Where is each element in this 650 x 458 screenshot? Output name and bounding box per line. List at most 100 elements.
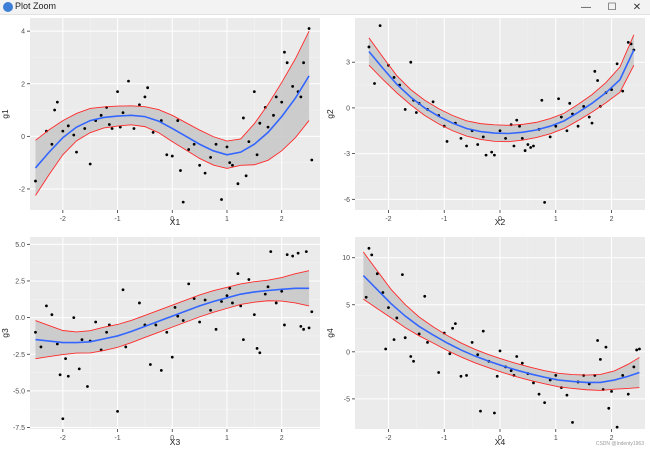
data-point (214, 142, 218, 146)
data-point (431, 100, 435, 104)
data-point (576, 124, 580, 128)
data-point (132, 127, 136, 130)
data-point (236, 272, 240, 276)
data-point (283, 323, 286, 327)
data-point (77, 367, 81, 371)
y-tick-label: 0 (346, 349, 350, 356)
data-point (192, 297, 196, 300)
data-point (192, 142, 196, 146)
data-point (72, 316, 76, 320)
confidence-ribbon (363, 252, 640, 391)
data-point (50, 142, 54, 146)
y-tick-label: 0 (346, 105, 350, 112)
data-point (247, 278, 251, 281)
x-tick-label: 2 (280, 435, 284, 442)
data-point (61, 417, 65, 421)
data-point (384, 347, 388, 351)
upper-bound-line (35, 30, 310, 142)
lower-bound-line (35, 120, 310, 196)
data-point (367, 246, 371, 250)
x-tick-label: -2 (385, 216, 391, 223)
data-point (239, 304, 243, 308)
close-button[interactable]: ✕ (632, 1, 642, 13)
data-point (231, 301, 234, 305)
data-point (437, 371, 441, 374)
data-point (515, 355, 519, 358)
data-point (220, 300, 223, 303)
data-point (543, 200, 547, 204)
lower-bound-line (368, 64, 635, 143)
data-point (39, 345, 43, 349)
y-tick-label: 0 (21, 134, 25, 141)
data-point (176, 119, 180, 122)
data-point (187, 282, 191, 286)
data-point (598, 357, 602, 361)
data-point (173, 305, 177, 309)
x-tick-label: -1 (114, 435, 120, 442)
data-point (481, 135, 485, 139)
y-tick-label: -2 (19, 186, 25, 193)
data-point (241, 116, 245, 120)
data-point (66, 124, 70, 128)
data-point (414, 111, 418, 114)
data-point (179, 169, 182, 172)
data-point (635, 348, 639, 352)
data-point (165, 153, 169, 157)
data-point (607, 406, 611, 410)
x-axis-label: X2 (495, 217, 506, 227)
data-point (255, 153, 259, 157)
r-logo-icon (3, 2, 13, 12)
data-point (621, 89, 625, 93)
data-point (99, 113, 103, 117)
x-tick-label: 1 (554, 216, 558, 223)
data-point (520, 136, 524, 140)
data-point (465, 373, 468, 377)
y-tick-label: -5.0 (13, 388, 25, 395)
data-point (364, 295, 368, 299)
data-point (548, 378, 552, 382)
data-point (45, 304, 48, 308)
data-point (105, 330, 109, 334)
data-point (302, 327, 305, 331)
data-point (258, 121, 262, 125)
upper-bound-line (368, 34, 635, 126)
maximize-button[interactable]: ☐ (607, 1, 617, 13)
y-tick-label: 4 (21, 29, 25, 36)
minimize-button[interactable]: — (581, 1, 591, 13)
data-point (378, 24, 382, 28)
data-point (548, 135, 552, 139)
data-point (615, 425, 619, 429)
data-point (34, 179, 37, 183)
data-point (220, 198, 223, 201)
data-point (225, 294, 229, 298)
upper-bound-line (35, 270, 310, 333)
data-point (448, 352, 452, 356)
data-point (557, 97, 560, 101)
data-point (512, 144, 516, 148)
data-point (387, 306, 390, 309)
data-point (417, 332, 421, 336)
data-point (543, 401, 547, 405)
data-point (272, 113, 275, 117)
x-tick-label: 1 (225, 435, 229, 442)
x-tick-label: 0 (498, 216, 502, 223)
data-point (490, 150, 494, 154)
data-point (470, 341, 474, 344)
data-point (266, 285, 270, 289)
data-point (453, 322, 457, 325)
data-point (451, 326, 454, 330)
data-point (493, 153, 496, 157)
data-point (80, 338, 84, 341)
data-point (66, 374, 70, 378)
data-point (252, 313, 256, 317)
window-titlebar: Plot Zoom — ☐ ✕ (0, 0, 650, 15)
x-tick-label: 1 (554, 435, 558, 442)
data-point (621, 373, 625, 377)
data-point (151, 131, 155, 134)
data-point (401, 273, 404, 277)
plot-panel-4: -2 -1 0 1 2 -5 0 5 10 X4 g4 (325, 237, 645, 447)
x-axis-label: X3 (170, 437, 181, 447)
data-point (83, 127, 87, 130)
data-point (307, 326, 311, 330)
data-point (582, 104, 586, 108)
